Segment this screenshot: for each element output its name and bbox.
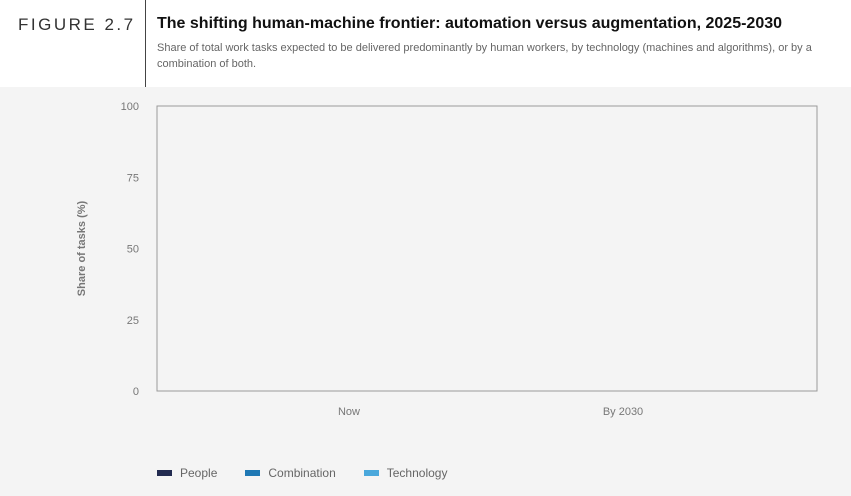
y-tick-label: 25 [127, 315, 139, 327]
legend-swatch-technology [363, 470, 379, 476]
header-divider [145, 0, 146, 87]
figure-label: FIGURE 2.7 [18, 15, 136, 34]
chart-subtitle: Share of total work tasks expected to be… [157, 42, 812, 70]
legend: People Combination Technology [157, 466, 447, 480]
legend-label-technology: Technology [386, 466, 448, 480]
y-tick-label: 0 [133, 386, 139, 398]
y-tick-label: 100 [121, 101, 139, 113]
legend-swatch-people [157, 470, 172, 476]
legend-item-technology: Technology [363, 466, 448, 480]
legend-label-combination: Combination [268, 466, 336, 480]
chart-title: The shifting human-machine frontier: aut… [157, 15, 783, 32]
legend-item-people: People [157, 466, 217, 480]
x-tick-label: Now [338, 406, 360, 418]
y-tick-label: 75 [127, 172, 139, 184]
legend-label-people: People [180, 466, 218, 480]
y-axis-label: Share of tasks (%) [76, 200, 88, 296]
legend-item-combination: Combination [245, 466, 336, 480]
x-tick-label: By 2030 [603, 406, 643, 418]
axes: 0 25 50 75 100 Now By 2030 Share of tasks (%) [76, 101, 818, 418]
plot-frame [156, 105, 818, 392]
figure-header: FIGURE 2.7 The shifting human-machine fr… [0, 0, 851, 87]
y-tick-label: 50 [127, 244, 139, 256]
legend-swatch-combination [245, 470, 261, 476]
